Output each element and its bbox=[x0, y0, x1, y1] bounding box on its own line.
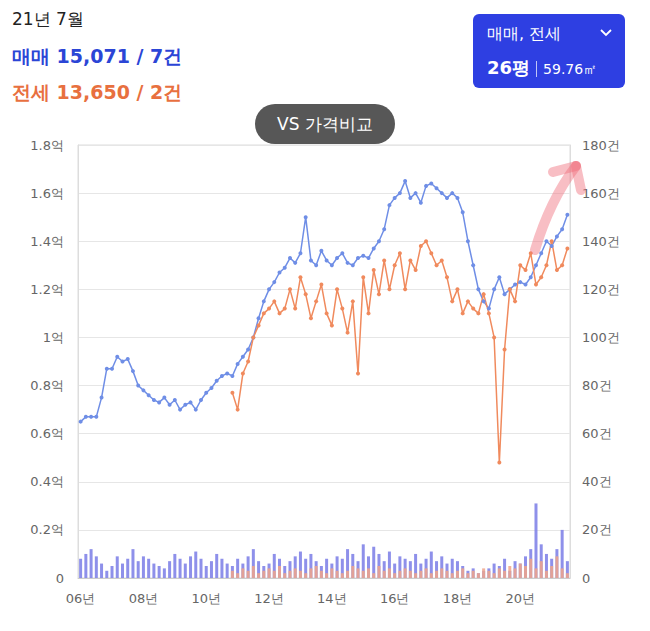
svg-text:120건: 120건 bbox=[582, 282, 620, 297]
html-text:26평: 26평 bbox=[487, 57, 531, 78]
svg-text:0.4억: 0.4억 bbox=[30, 474, 64, 489]
svg-text:20건: 20건 bbox=[582, 522, 612, 537]
svg-text:16년: 16년 bbox=[380, 591, 410, 606]
html-text:전세 13,650 / 2건: 전세 13,650 / 2건 bbox=[12, 81, 183, 103]
svg-text:60건: 60건 bbox=[582, 426, 612, 441]
svg-text:1억: 1억 bbox=[43, 330, 64, 345]
svg-text:1.4억: 1.4억 bbox=[30, 234, 64, 249]
svg-text:160건: 160건 bbox=[582, 186, 620, 201]
html-text:매매, 전세: 매매, 전세 bbox=[487, 24, 562, 43]
svg-text:1.2억: 1.2억 bbox=[30, 282, 64, 297]
html-text:21년 7월: 21년 7월 bbox=[12, 9, 84, 29]
svg-text:0: 0 bbox=[56, 571, 64, 586]
html-text:VS 가격비교: VS 가격비교 bbox=[277, 114, 373, 134]
svg-text:1.8억: 1.8억 bbox=[30, 138, 64, 153]
svg-text:80건: 80건 bbox=[582, 378, 612, 393]
svg-text:06년: 06년 bbox=[66, 591, 96, 606]
svg-text:180건: 180건 bbox=[582, 138, 620, 153]
svg-text:10년: 10년 bbox=[191, 591, 221, 606]
svg-text:1.6억: 1.6억 bbox=[30, 186, 64, 201]
svg-text:18년: 18년 bbox=[443, 591, 473, 606]
svg-text:40건: 40건 bbox=[582, 474, 612, 489]
svg-text:0.2억: 0.2억 bbox=[30, 522, 64, 537]
svg-text:12년: 12년 bbox=[254, 591, 284, 606]
html-text:매매 15,071 / 7건: 매매 15,071 / 7건 bbox=[12, 45, 183, 67]
svg-text:0: 0 bbox=[582, 571, 590, 586]
svg-text:08년: 08년 bbox=[129, 591, 159, 606]
svg-text:0.6억: 0.6억 bbox=[30, 426, 64, 441]
svg-text:0.8억: 0.8억 bbox=[30, 378, 64, 393]
svg-text:20년: 20년 bbox=[506, 591, 536, 606]
svg-text:100건: 100건 bbox=[582, 330, 620, 345]
svg-text:14년: 14년 bbox=[317, 591, 347, 606]
svg-text:140건: 140건 bbox=[582, 234, 620, 249]
html-text:59.76㎡: 59.76㎡ bbox=[543, 61, 598, 77]
